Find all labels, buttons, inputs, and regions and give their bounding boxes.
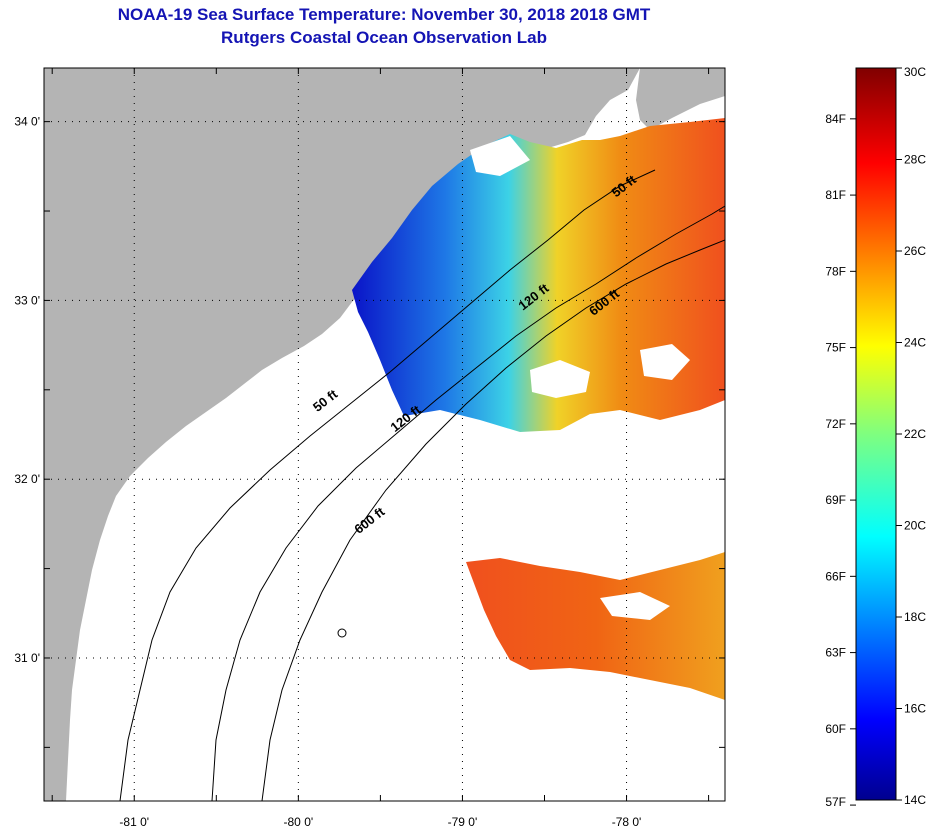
lat-label: 32 0' [14,472,40,486]
celsius-label: 26C [904,244,926,258]
lat-label: 34 0' [14,115,40,129]
contour-120ft [211,205,725,801]
lat-label: 33 0' [14,293,40,307]
fahrenheit-label: 69F [825,493,846,507]
longitude-labels: -81 0' -80 0' -79 0' -78 0' [119,815,641,829]
map-title: NOAA-19 Sea Surface Temperature: Novembe… [117,5,651,24]
lon-label: -79 0' [448,815,478,829]
map-frame [43,67,726,802]
celsius-label: 20C [904,519,926,533]
latitude-labels: 34 0' 33 0' 32 0' 31 0' [14,115,40,665]
fahrenheit-label: 57F [825,795,846,809]
bathymetry-contours [119,169,725,801]
graticule [44,68,725,801]
contour-50ft [119,169,656,801]
celsius-label: 30C [904,65,926,79]
celsius-label: 22C [904,427,926,441]
colorbar-gradient [855,67,897,801]
fahrenheit-label: 60F [825,722,846,736]
fahrenheit-label: 72F [825,417,846,431]
sst-swath-south [466,552,725,700]
lat-label: 31 0' [14,651,40,665]
celsius-label: 14C [904,793,926,807]
fahrenheit-label: 81F [825,188,846,202]
lon-label: -78 0' [612,815,642,829]
celsius-label: 24C [904,336,926,350]
celsius-labels: 30C 28C 26C 24C 22C 20C 18C 16C 14C [896,65,926,807]
outer-banks [636,68,725,130]
fahrenheit-label: 75F [825,341,846,355]
fahrenheit-labels: 84F 81F 78F 75F 72F 69F 66F 63F 60F 57F [825,112,856,809]
celsius-label: 28C [904,153,926,167]
fahrenheit-label: 63F [825,646,846,660]
celsius-label: 18C [904,610,926,624]
land-area [44,68,640,801]
fahrenheit-label: 84F [825,112,846,126]
celsius-label: 16C [904,702,926,716]
fahrenheit-label: 78F [825,264,846,278]
map-subtitle: Rutgers Coastal Ocean Observation Lab [221,28,547,47]
sst-swath-north [352,118,725,432]
fahrenheit-label: 66F [825,569,846,583]
contour-600ft [261,239,725,801]
sst-data [352,118,725,700]
lon-label: -81 0' [119,815,149,829]
lon-label: -80 0' [284,815,314,829]
